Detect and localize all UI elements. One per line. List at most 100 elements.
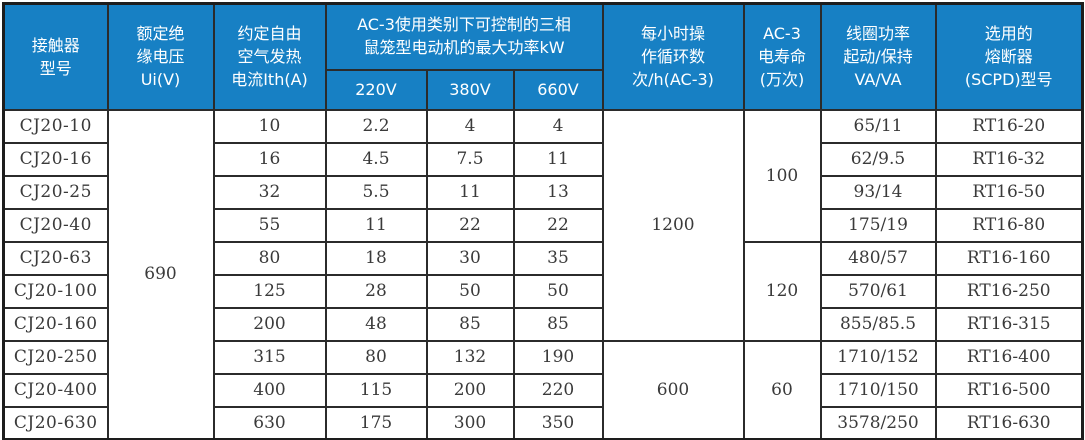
cell-ith: 80 — [212, 240, 327, 276]
cell-coil: 480/57 — [819, 240, 937, 276]
cell-coil: 855/85.5 — [819, 306, 937, 342]
cell-model: CJ20-400 — [2, 372, 109, 408]
table-row: CJ20-400 400 115 200 220 1710/150 RT16-5… — [2, 372, 1084, 408]
table-row: CJ20-160 200 48 85 85 855/85.5 RT16-315 — [2, 306, 1084, 342]
cell-life-bottom: 60 — [742, 339, 822, 440]
cell-fuse: RT16-32 — [934, 141, 1084, 177]
cell-ith: 630 — [212, 405, 327, 440]
cell-ith: 125 — [212, 273, 327, 309]
table-body: CJ20-10 690 10 2.2 4 4 1200 100 65/11 RT… — [2, 108, 1084, 440]
cell-kw380: 200 — [425, 372, 515, 408]
table-row: CJ20-63 80 18 30 35 120 480/57 RT16-160 — [2, 240, 1084, 342]
cell-model: CJ20-25 — [2, 174, 109, 210]
header-model: 接触器 型号 — [2, 2, 109, 111]
header-coil-power: 线圈功率 起动/保持 VA/VA — [819, 2, 937, 111]
cell-kw380: 85 — [425, 306, 515, 342]
cell-cycles-top: 1200 — [601, 108, 745, 342]
cell-ith: 32 — [212, 174, 327, 210]
cell-kw220: 48 — [324, 306, 428, 342]
cell-model: CJ20-16 — [2, 141, 109, 177]
cell-ui-voltage: 690 — [106, 108, 215, 440]
cell-coil: 62/9.5 — [819, 141, 937, 177]
cell-kw220: 4.5 — [324, 141, 428, 177]
cell-kw380: 7.5 — [425, 141, 515, 177]
cell-ith: 200 — [212, 306, 327, 342]
cell-fuse: RT16-250 — [934, 273, 1084, 309]
cell-kw380: 4 — [425, 108, 515, 144]
cell-life-mid: 120 — [742, 240, 822, 342]
cell-kw380: 50 — [425, 273, 515, 309]
table-row: CJ20-100 125 28 50 50 570/61 RT16-250 — [2, 273, 1084, 309]
cell-life-top: 100 — [742, 108, 822, 243]
cell-model: CJ20-160 — [2, 306, 109, 342]
cell-fuse: RT16-20 — [934, 108, 1084, 144]
cell-model: CJ20-63 — [2, 240, 109, 276]
cell-kw220: 5.5 — [324, 174, 428, 210]
cell-kw220: 18 — [324, 240, 428, 276]
cell-fuse: RT16-50 — [934, 174, 1084, 210]
cell-fuse: RT16-160 — [934, 240, 1084, 276]
cell-kw660: 11 — [512, 141, 604, 177]
cell-kw220: 11 — [324, 207, 428, 243]
cell-kw660: 350 — [512, 405, 604, 440]
header-380v: 380V — [425, 68, 515, 111]
cell-fuse: RT16-500 — [934, 372, 1084, 408]
cell-kw380: 30 — [425, 240, 515, 276]
cell-kw220: 80 — [324, 339, 428, 375]
cell-kw220: 115 — [324, 372, 428, 408]
cell-model: CJ20-40 — [2, 207, 109, 243]
cell-kw220: 2.2 — [324, 108, 428, 144]
cell-fuse: RT16-400 — [934, 339, 1084, 375]
cell-kw220: 175 — [324, 405, 428, 440]
table-row: CJ20-10 690 10 2.2 4 4 1200 100 65/11 RT… — [2, 108, 1084, 440]
cell-kw660: 22 — [512, 207, 604, 243]
table-row: CJ20-630 630 175 300 350 3578/250 RT16-6… — [2, 405, 1084, 440]
cell-fuse: RT16-315 — [934, 306, 1084, 342]
cell-coil: 570/61 — [819, 273, 937, 309]
cell-kw380: 22 — [425, 207, 515, 243]
header-220v: 220V — [324, 68, 428, 111]
table-row: CJ20-25 32 5.5 11 13 93/14 RT16-50 — [2, 174, 1084, 210]
table-row: CJ20-40 55 11 22 22 175/19 RT16-80 — [2, 207, 1084, 243]
cell-kw660: 13 — [512, 174, 604, 210]
cell-fuse: RT16-630 — [934, 405, 1084, 440]
header-rated-insulation-voltage: 额定绝 缘电压 Ui(V) — [106, 2, 215, 111]
cell-kw660: 190 — [512, 339, 604, 375]
cell-ith: 400 — [212, 372, 327, 408]
table-header: 接触器 型号 额定绝 缘电压 Ui(V) 约定自由 空气发热 电流Ith(A) … — [2, 2, 1084, 111]
cell-kw380: 300 — [425, 405, 515, 440]
cell-kw380: 132 — [425, 339, 515, 375]
cell-kw660: 50 — [512, 273, 604, 309]
cell-ith: 16 — [212, 141, 327, 177]
cell-ith: 315 — [212, 339, 327, 375]
header-660v: 660V — [512, 68, 604, 111]
cell-cycles-bottom: 600 — [601, 339, 745, 440]
cell-coil: 1710/152 — [819, 339, 937, 375]
cell-kw660: 4 — [512, 108, 604, 144]
header-operating-cycles: 每小时操 作循环数 次/h(AC-3) — [601, 2, 745, 111]
cell-model: CJ20-250 — [2, 339, 109, 375]
header-fuse-type: 选用的 熔断器 (SCPD)型号 — [934, 2, 1084, 111]
table-row: CJ20-250 315 80 132 190 600 60 1710/152 … — [2, 339, 1084, 440]
header-electrical-life: AC-3 电寿命 (万次) — [742, 2, 822, 111]
cell-coil: 93/14 — [819, 174, 937, 210]
cell-coil: 65/11 — [819, 108, 937, 144]
cell-kw380: 11 — [425, 174, 515, 210]
table-row: CJ20-16 16 4.5 7.5 11 62/9.5 RT16-32 — [2, 141, 1084, 177]
cell-kw220: 28 — [324, 273, 428, 309]
cell-ith: 55 — [212, 207, 327, 243]
header-ac3-max-power-group: AC-3使用类别下可控制的三相 鼠笼型电动机的最大功率kW — [324, 2, 604, 71]
cell-coil: 175/19 — [819, 207, 937, 243]
cell-fuse: RT16-80 — [934, 207, 1084, 243]
cell-model: CJ20-630 — [2, 405, 109, 440]
cell-model: CJ20-10 — [2, 108, 109, 144]
cell-kw660: 85 — [512, 306, 604, 342]
cell-kw660: 35 — [512, 240, 604, 276]
cell-model: CJ20-100 — [2, 273, 109, 309]
cell-ith: 10 — [212, 108, 327, 144]
cell-coil: 1710/150 — [819, 372, 937, 408]
header-thermal-current: 约定自由 空气发热 电流Ith(A) — [212, 2, 327, 111]
cell-kw660: 220 — [512, 372, 604, 408]
